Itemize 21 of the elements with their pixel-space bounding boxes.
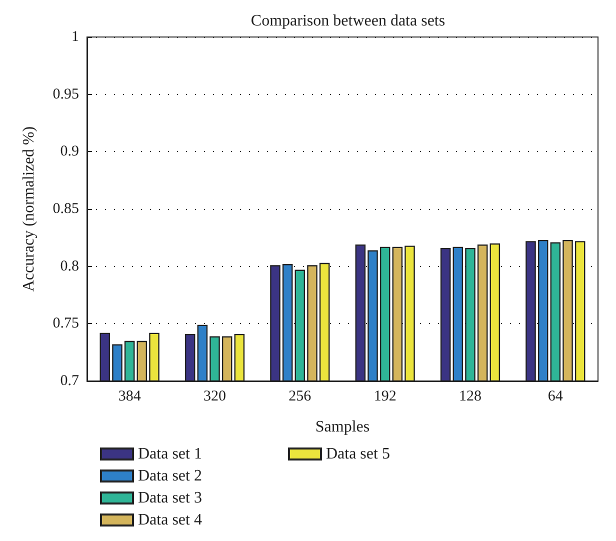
x-tick-label: 320 — [204, 388, 226, 404]
y-tick-label: 0.75 — [52, 316, 79, 332]
legend-label: Data set 1 — [138, 446, 282, 462]
chart-title: Comparison between data sets — [250, 12, 446, 30]
x-tick-label: 128 — [459, 388, 482, 404]
y-tick-label: 0.95 — [52, 86, 79, 102]
legend-label: Data set 5 — [326, 446, 470, 462]
x-tick-label: 256 — [288, 388, 312, 404]
x-tick-label: 192 — [374, 388, 396, 404]
y-axis-title: Accuracy (normalized %) — [20, 126, 38, 292]
y-tick-label: 0.9 — [60, 144, 79, 160]
legend-label: Data set 3 — [138, 490, 282, 506]
y-tick-label: 1 — [72, 29, 79, 45]
y-tick-label: 0.7 — [60, 373, 80, 389]
legend-label: Data set 4 — [138, 512, 282, 528]
x-tick-label: 64 — [548, 388, 564, 404]
x-axis-title: Samples — [315, 418, 370, 436]
y-tick-label: 0.8 — [60, 258, 79, 274]
y-tick-label: 0.85 — [52, 201, 79, 217]
legend-label: Data set 2 — [138, 468, 282, 484]
x-tick-label: 384 — [118, 388, 142, 404]
